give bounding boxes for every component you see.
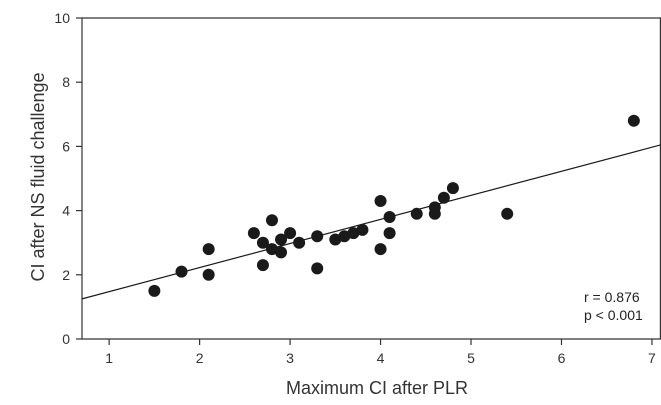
plot-frame <box>81 17 661 340</box>
data-point <box>446 182 459 195</box>
correlation-annotation: r = 0.876 <box>584 289 640 305</box>
x-tick-label: 4 <box>377 350 385 366</box>
regression-line <box>81 144 661 300</box>
data-point <box>293 236 306 249</box>
y-tick-label: 2 <box>62 267 70 283</box>
y-tick-label: 10 <box>54 10 70 26</box>
data-point <box>356 223 369 236</box>
data-point <box>256 259 269 272</box>
data-point <box>311 262 324 275</box>
x-axis-ticks: 1 2 3 4 5 6 7 <box>105 339 656 366</box>
data-point <box>202 243 215 256</box>
x-tick-label: 2 <box>196 350 204 366</box>
data-point <box>374 243 387 256</box>
data-point <box>437 191 450 204</box>
data-point <box>275 233 288 246</box>
regression-line-group <box>81 144 661 300</box>
x-tick-label: 7 <box>648 350 656 366</box>
data-point <box>501 207 514 220</box>
x-tick-label: 6 <box>558 350 566 366</box>
y-tick-label: 8 <box>62 74 70 90</box>
data-point <box>383 227 396 240</box>
data-point <box>265 214 278 227</box>
p-value-annotation: p < 0.001 <box>584 307 643 323</box>
x-tick-label: 3 <box>286 350 294 366</box>
data-point <box>338 230 351 243</box>
x-axis-title: Maximum CI after PLR <box>286 378 468 398</box>
data-point <box>627 114 640 127</box>
data-point <box>347 227 360 240</box>
data-point <box>374 194 387 207</box>
y-tick-label: 6 <box>62 138 70 154</box>
y-tick-label: 0 <box>62 331 70 347</box>
data-point <box>202 268 215 281</box>
data-point <box>256 236 269 249</box>
data-point <box>410 207 423 220</box>
data-point <box>383 211 396 224</box>
data-point <box>175 265 188 278</box>
data-point <box>148 284 161 297</box>
y-axis-ticks: 0 2 4 6 8 10 <box>54 10 82 347</box>
x-tick-label: 5 <box>467 350 475 366</box>
data-points <box>148 114 640 297</box>
y-tick-label: 4 <box>62 203 70 219</box>
data-point <box>284 227 297 240</box>
data-point <box>247 227 260 240</box>
data-point <box>311 230 324 243</box>
data-point <box>329 233 342 246</box>
data-point <box>265 243 278 256</box>
x-tick-label: 1 <box>105 350 113 366</box>
data-point <box>428 207 441 220</box>
data-point <box>275 246 288 259</box>
y-axis-title: CI after NS fluid challenge <box>28 72 48 281</box>
